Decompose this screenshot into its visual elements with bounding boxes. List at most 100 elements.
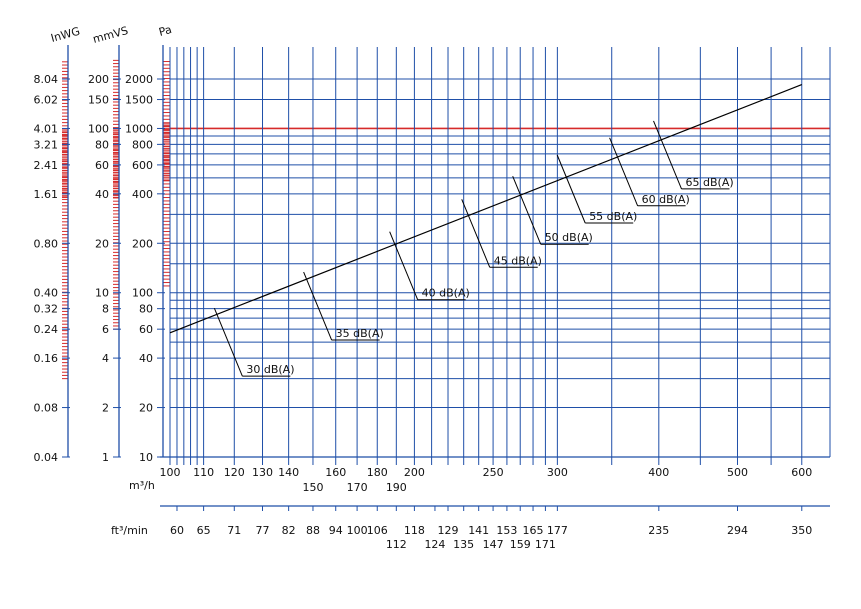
inwg-tick-label: 6.02 [34,94,59,107]
mmvs-tick-label: 200 [88,73,109,86]
pa-tick-label: 400 [132,188,153,201]
inwg-tick-label: 0.32 [34,303,59,316]
chart-annotations: 30 dB(A) 35 dB(A) 40 dB(A) 45 dB(A)50 dB(A)… [213,120,734,377]
mmvs-tick-label: 150 [88,94,109,107]
iso-line [389,231,419,300]
pa-tick-label: 200 [132,237,153,250]
x2-tick-label: 177 [547,524,568,537]
inwg-tick-label: 0.80 [34,237,59,250]
x2-tick-label: 124 [424,538,445,551]
x-tick-label: 250 [483,466,504,479]
x-tick-label: 170 [347,481,368,494]
x-tick-label: 180 [367,466,388,479]
mmvs-tick-label: 40 [95,188,109,201]
x2-tick-label: 65 [197,524,211,537]
x-tick-label: 190 [386,481,407,494]
mmvs-tick-label: 4 [102,352,109,365]
inwg-tick-label: 0.16 [34,352,59,365]
x2-tick-label: 88 [306,524,320,537]
mmvs-tick-label: 80 [95,138,109,151]
mmvs-tick-label: 60 [95,159,109,172]
inwg-tick-label: 3.21 [34,138,59,151]
annotation-label: 45 dB(A) [494,254,542,267]
inwg-tick-label: 0.40 [34,287,59,300]
mmvs-tick-label: 2 [102,402,109,415]
x-tick-label: 500 [727,466,748,479]
annotation-label: 35 dB(A) [336,327,384,340]
pa-tick-label: 100 [132,287,153,300]
pa-tick-label: 600 [132,159,153,172]
iso-line [512,176,542,245]
iso-line [213,307,243,377]
y-axis-title-inwg: InWG [49,25,81,45]
series-line [169,84,803,334]
x-tick-label: 400 [648,466,669,479]
x2-tick-label: 135 [453,538,474,551]
x2-axis-title: ft³/min [111,524,148,537]
inwg-tick-label: 0.24 [34,323,59,336]
pa-tick-label: 10 [139,451,153,464]
inwg-tick-label: 0.08 [34,402,59,415]
x2-tick-label: 94 [329,524,343,537]
x-tick-label: 110 [193,466,214,479]
inwg-tick-label: 4.01 [34,122,59,135]
y-axis-title-mmvs: mmVS [91,24,129,46]
x-tick-label: 120 [224,466,245,479]
iso-line [461,199,491,268]
x-tick-label: 150 [302,481,323,494]
iso-line [609,137,639,206]
x-axis-title: m³/h [129,479,155,492]
annotation-label: 40 dB(A) [422,287,470,300]
x2-tick-label: 71 [227,524,241,537]
pa-tick-label: 800 [132,138,153,151]
inwg-tick-label: 1.61 [34,188,59,201]
x2-tick-label: 141 [468,524,489,537]
annotation-label: 65 dB(A) [686,176,734,189]
x2-tick-label: 82 [282,524,296,537]
iso-line [303,271,333,341]
x2-tick-label: 100 [347,524,368,537]
x-tick-label: 130 [252,466,273,479]
annotation-label: 30 dB(A) [246,363,294,376]
pa-tick-label: 60 [139,323,153,336]
pa-tick-label: 1000 [125,122,153,135]
pa-tick-label: 80 [139,303,153,316]
x-tick-label: 600 [791,466,812,479]
x2-tick-label: 112 [386,538,407,551]
annotation-label: 50 dB(A) [545,231,593,244]
chart-series [169,84,803,334]
x2-tick-label: 129 [438,524,459,537]
chart-grid [169,47,831,465]
x-tick-label: 160 [325,466,346,479]
iso-line [556,154,586,224]
inwg-tick-label: 0.04 [34,451,59,464]
x-tick-label: 200 [404,466,425,479]
iso-line [653,120,682,190]
x2-tick-label: 171 [535,538,556,551]
pa-tick-label: 20 [139,402,153,415]
inwg-tick-label: 2.41 [34,159,59,172]
scale-bands [62,59,170,380]
annotation-label: 55 dB(A) [589,210,637,223]
x2-tick-label: 106 [367,524,388,537]
mmvs-tick-label: 8 [102,303,109,316]
mmvs-tick-label: 10 [95,287,109,300]
x-tick-label: 300 [547,466,568,479]
x2-tick-label: 159 [510,538,531,551]
inwg-tick-label: 8.04 [34,73,59,86]
x2-tick-label: 165 [523,524,544,537]
x-tick-label: 100 [160,466,181,479]
x-tick-label: 140 [278,466,299,479]
mmvs-tick-label: 1 [102,451,109,464]
mmvs-tick-label: 6 [102,323,109,336]
x2-tick-label: 147 [483,538,504,551]
x2-tick-label: 118 [404,524,425,537]
mmvs-tick-label: 100 [88,122,109,135]
x2-tick-label: 350 [791,524,812,537]
x2-tick-label: 153 [496,524,517,537]
pa-tick-label: 2000 [125,73,153,86]
x2-tick-label: 235 [648,524,669,537]
annotation-label: 60 dB(A) [642,193,690,206]
